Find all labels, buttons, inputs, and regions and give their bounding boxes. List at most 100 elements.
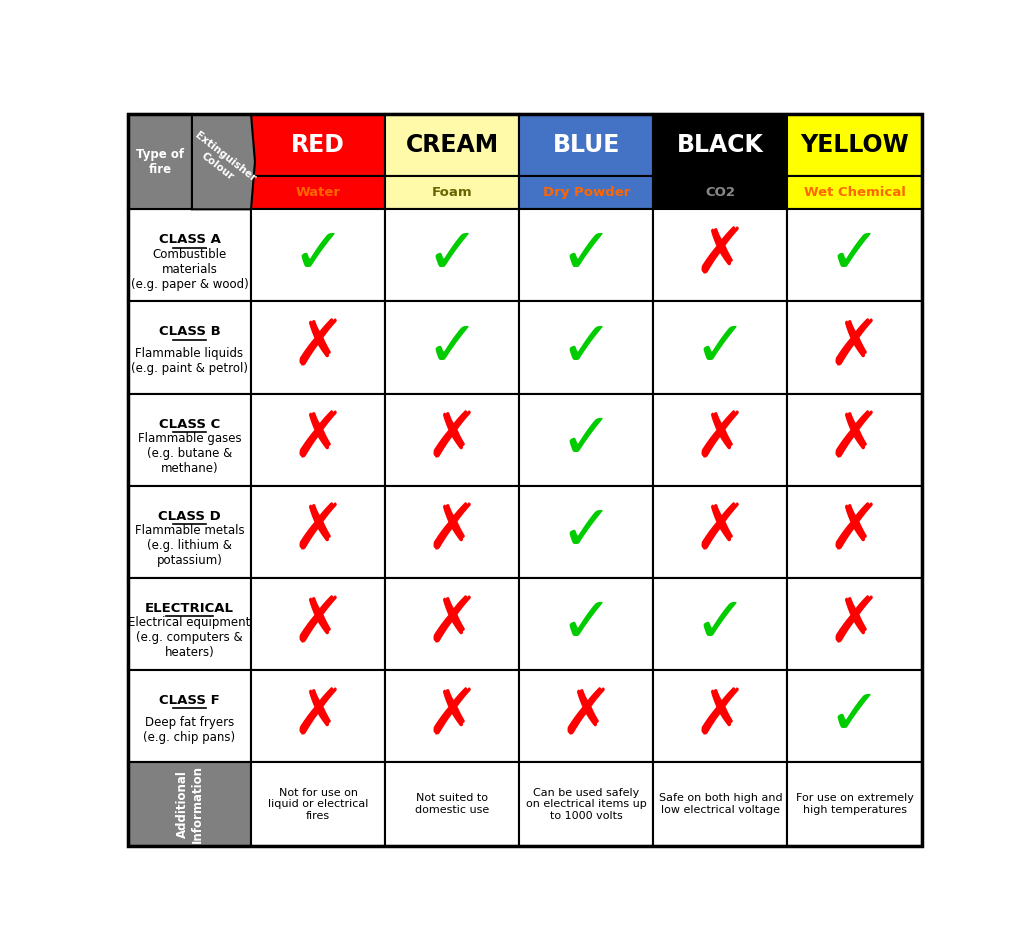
Bar (519, 394, 653, 486)
Bar (385, 176, 519, 209)
Text: ✗: ✗ (827, 593, 882, 655)
Bar (128, 762, 251, 846)
Text: Flammable gases
(e.g. butane &
methane): Flammable gases (e.g. butane & methane) (137, 432, 242, 475)
Text: Water: Water (296, 186, 341, 200)
Bar (251, 176, 385, 209)
Text: Dry Powder: Dry Powder (543, 186, 630, 200)
Text: Electrical equipment
(e.g. computers &
heaters): Electrical equipment (e.g. computers & h… (128, 616, 251, 659)
Bar (787, 394, 922, 486)
Bar (787, 762, 922, 846)
Text: ✗: ✗ (425, 409, 479, 471)
Bar (787, 114, 922, 176)
Text: ✓: ✓ (425, 317, 479, 378)
Bar (519, 209, 653, 301)
Bar (519, 176, 653, 209)
Bar (653, 670, 787, 762)
Bar (251, 578, 385, 670)
Bar (653, 578, 787, 670)
Bar (519, 114, 653, 176)
Bar (787, 176, 922, 209)
Text: Flammable metals
(e.g. lithium &
potassium): Flammable metals (e.g. lithium & potassi… (135, 524, 245, 567)
Text: Foam: Foam (432, 186, 472, 200)
Text: Not for use on
liquid or electrical
fires: Not for use on liquid or electrical fire… (268, 787, 369, 821)
Bar (385, 114, 519, 176)
Bar (385, 486, 519, 578)
Bar (787, 209, 922, 301)
Bar (385, 762, 519, 846)
Text: ✗: ✗ (291, 501, 345, 563)
Text: Additional
Information: Additional Information (175, 766, 204, 844)
Text: Not suited to
domestic use: Not suited to domestic use (415, 793, 489, 815)
Bar (653, 486, 787, 578)
Text: CREAM: CREAM (406, 133, 499, 157)
Text: BLUE: BLUE (553, 133, 620, 157)
Bar (251, 670, 385, 762)
Text: ELECTRICAL: ELECTRICAL (145, 602, 234, 614)
Bar (385, 301, 519, 394)
Text: ✗: ✗ (291, 685, 345, 747)
Bar (653, 762, 787, 846)
Text: ✗: ✗ (291, 593, 345, 655)
Text: CLASS F: CLASS F (159, 694, 220, 707)
Bar (251, 762, 385, 846)
Bar (653, 176, 787, 209)
Bar (385, 394, 519, 486)
Text: ✗: ✗ (693, 409, 748, 471)
Bar (787, 486, 922, 578)
Text: ✓: ✓ (827, 685, 882, 747)
Text: CO2: CO2 (706, 186, 735, 200)
Text: ✓: ✓ (559, 593, 613, 655)
Text: ✗: ✗ (425, 501, 479, 563)
Bar (385, 670, 519, 762)
Bar (251, 209, 385, 301)
Bar (653, 209, 787, 301)
Bar (128, 114, 191, 209)
Text: CLASS B: CLASS B (159, 325, 220, 339)
Bar (128, 209, 251, 301)
Text: ✓: ✓ (291, 224, 345, 286)
Bar (519, 301, 653, 394)
Text: Deep fat fryers
(e.g. chip pans): Deep fat fryers (e.g. chip pans) (143, 716, 236, 744)
Bar (519, 762, 653, 846)
Text: CLASS D: CLASS D (158, 510, 221, 523)
Text: ✗: ✗ (827, 501, 882, 563)
Text: ✗: ✗ (693, 224, 748, 286)
Text: Safe on both high and
low electrical voltage: Safe on both high and low electrical vol… (658, 793, 782, 815)
Text: Combustible
materials
(e.g. paper & wood): Combustible materials (e.g. paper & wood… (131, 247, 249, 291)
Bar (128, 670, 251, 762)
Text: ✗: ✗ (827, 317, 882, 378)
Text: BLACK: BLACK (677, 133, 764, 157)
Text: ✗: ✗ (291, 317, 345, 378)
Text: For use on extremely
high temperatures: For use on extremely high temperatures (796, 793, 913, 815)
Bar (128, 394, 251, 486)
Text: Extinguisher
Colour: Extinguisher Colour (185, 130, 257, 193)
Polygon shape (191, 114, 255, 209)
Bar (251, 301, 385, 394)
Text: RED: RED (291, 133, 345, 157)
Bar (519, 578, 653, 670)
Bar (251, 114, 385, 176)
Bar (128, 578, 251, 670)
Bar (653, 394, 787, 486)
Text: ✓: ✓ (693, 593, 748, 655)
Bar (787, 670, 922, 762)
Text: ✓: ✓ (559, 224, 613, 286)
Text: ✗: ✗ (425, 685, 479, 747)
Text: ✗: ✗ (425, 593, 479, 655)
Text: Flammable liquids
(e.g. paint & petrol): Flammable liquids (e.g. paint & petrol) (131, 347, 248, 376)
Text: ✓: ✓ (559, 409, 613, 471)
Bar (251, 486, 385, 578)
Text: ✗: ✗ (693, 685, 748, 747)
Text: CLASS A: CLASS A (159, 233, 220, 246)
Bar (519, 670, 653, 762)
Text: ✓: ✓ (425, 224, 479, 286)
Text: ✗: ✗ (827, 409, 882, 471)
Bar (251, 394, 385, 486)
Text: ✗: ✗ (559, 685, 613, 747)
Text: Type of
fire: Type of fire (136, 147, 184, 176)
Bar (787, 578, 922, 670)
Text: ✗: ✗ (291, 409, 345, 471)
Bar (128, 301, 251, 394)
Bar (128, 486, 251, 578)
Text: ✗: ✗ (693, 501, 748, 563)
